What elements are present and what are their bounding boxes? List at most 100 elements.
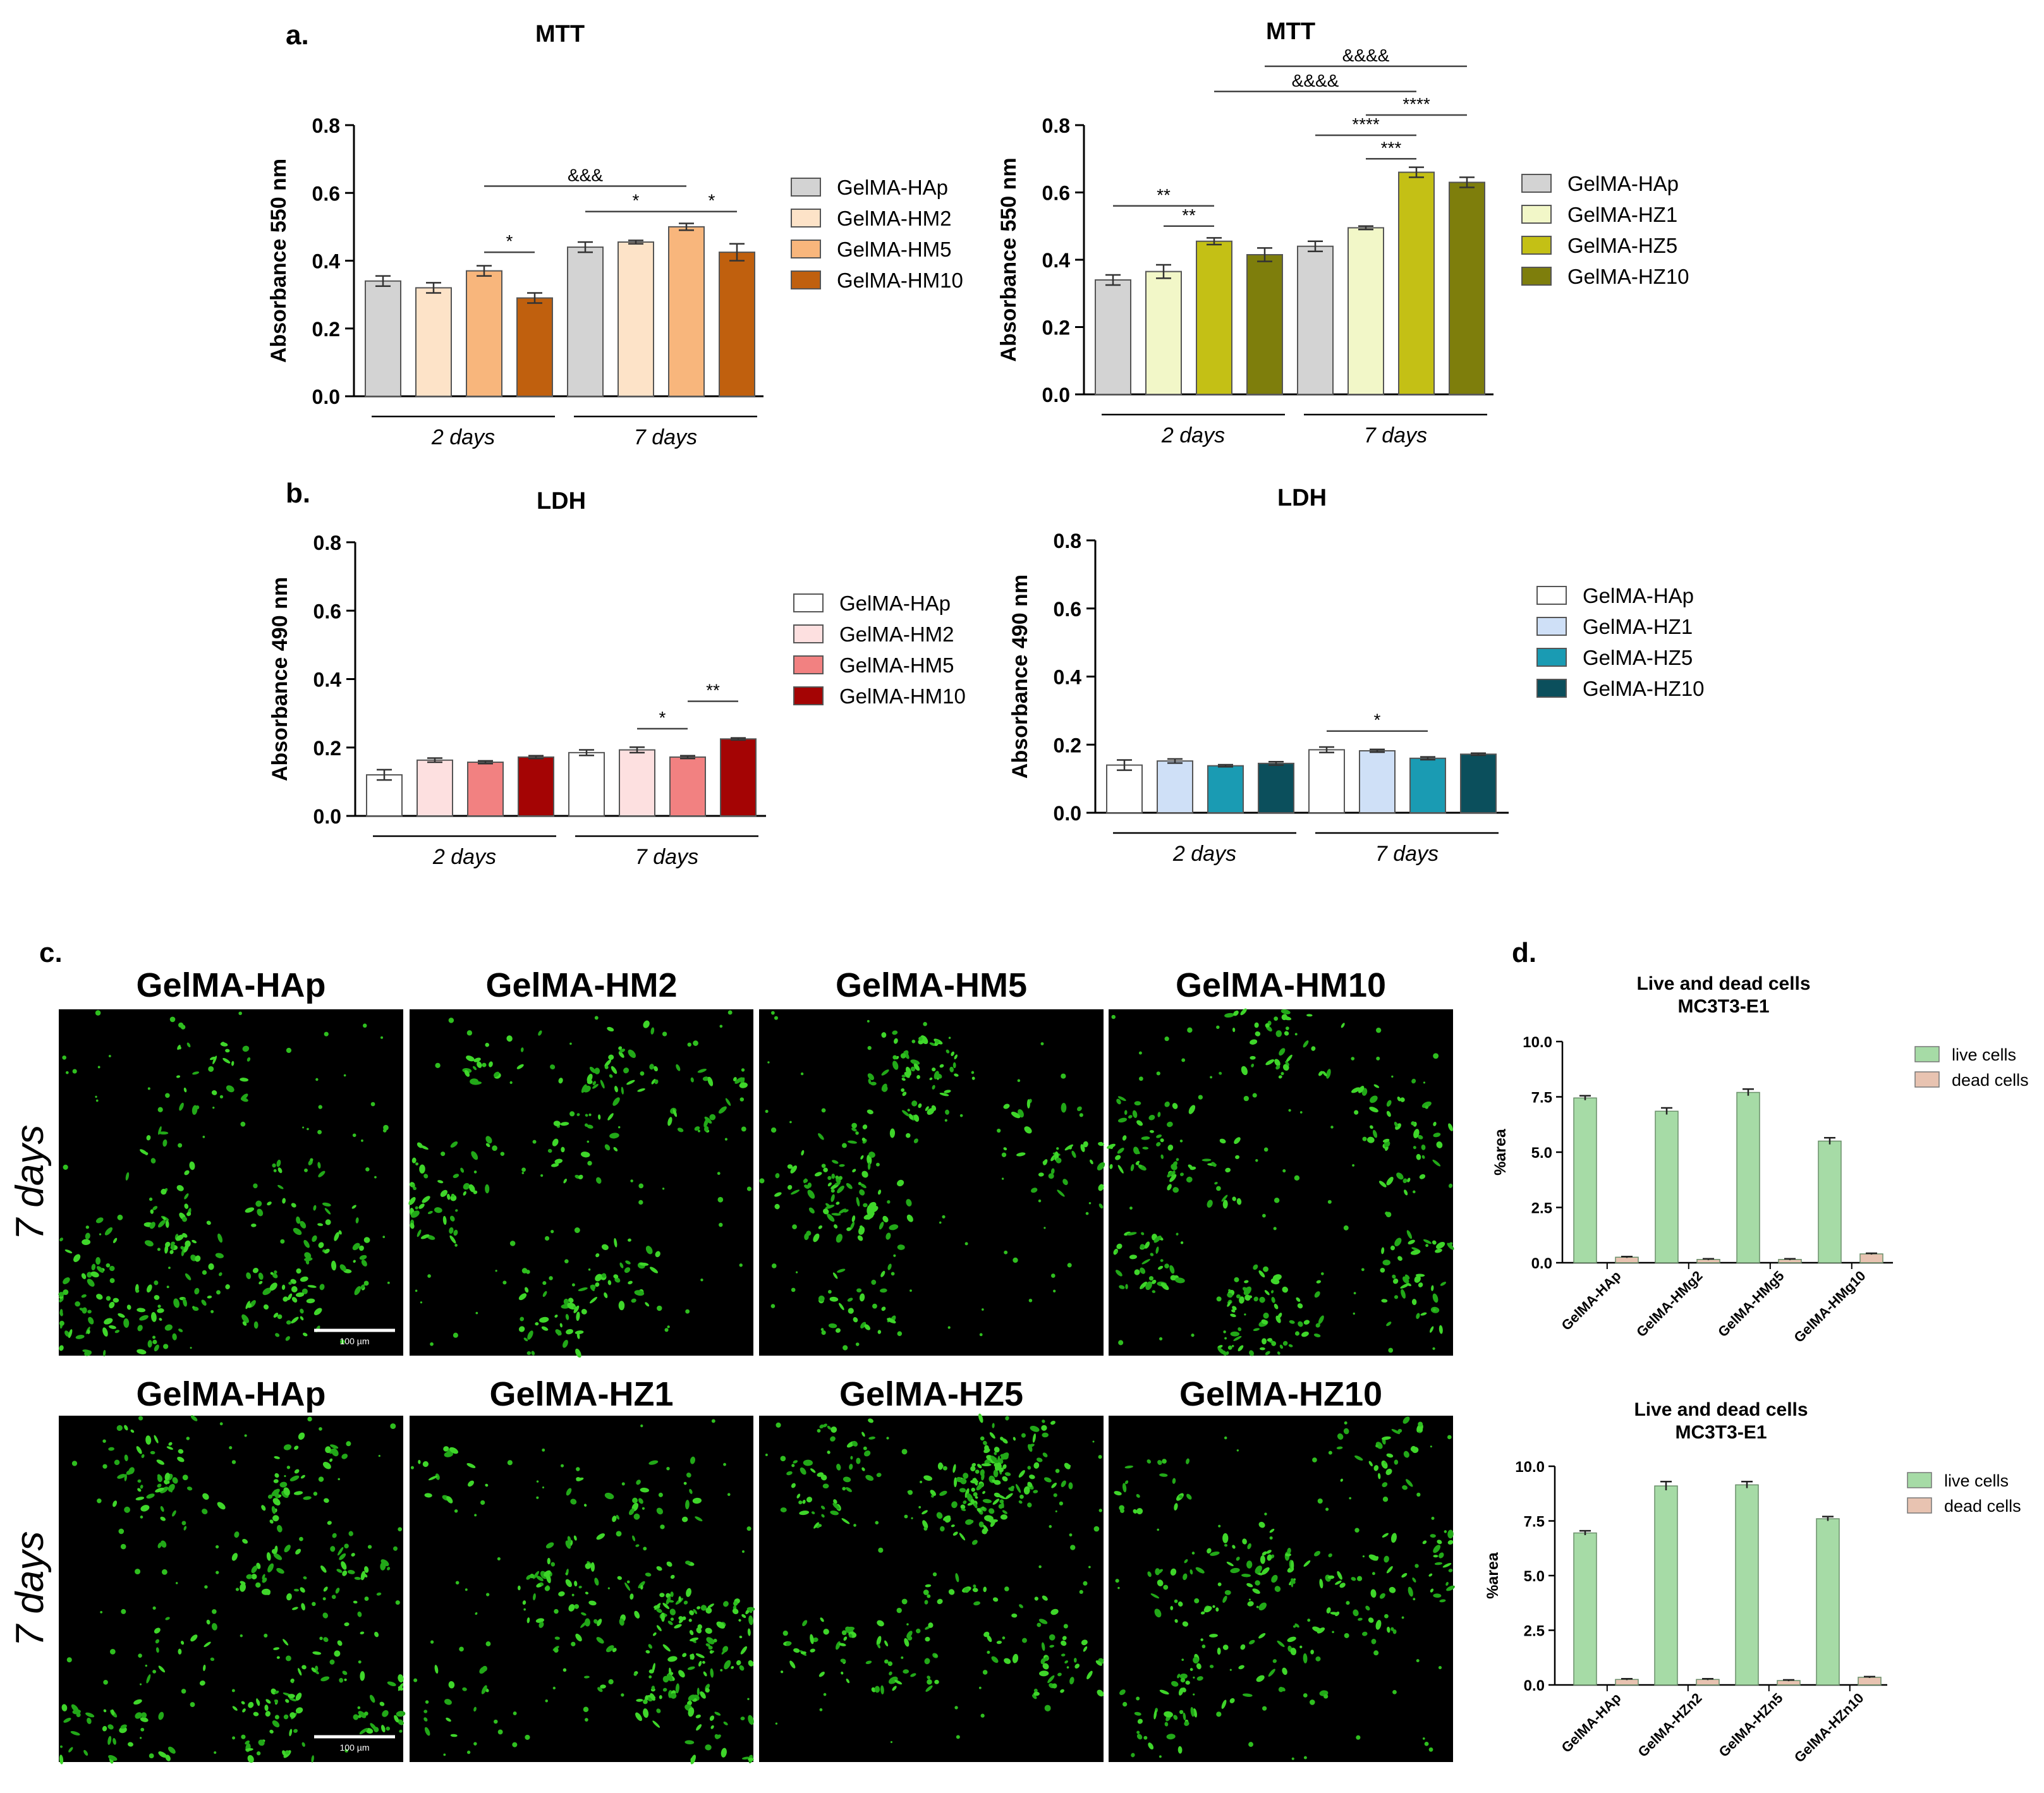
cell-mark bbox=[1248, 1639, 1255, 1644]
cell-mark bbox=[1351, 1057, 1355, 1061]
cell-mark bbox=[793, 1460, 798, 1464]
cell-mark bbox=[152, 1206, 158, 1210]
cell-mark bbox=[901, 1449, 908, 1455]
cell-mark bbox=[154, 1435, 159, 1444]
cell-mark bbox=[257, 1208, 264, 1217]
cell-mark bbox=[358, 1660, 362, 1664]
cell-mark bbox=[1335, 1611, 1340, 1617]
cell-mark bbox=[294, 1491, 303, 1495]
cell-mark bbox=[1394, 1121, 1398, 1127]
cell-mark bbox=[176, 1185, 184, 1191]
cell-mark bbox=[324, 1208, 331, 1215]
cell-mark bbox=[82, 1307, 87, 1314]
cell-mark bbox=[1117, 1148, 1124, 1154]
cell-mark bbox=[453, 1229, 458, 1236]
cell-mark bbox=[1157, 1112, 1161, 1117]
cell-mark bbox=[424, 1493, 432, 1498]
cell-mark bbox=[1115, 1155, 1121, 1160]
cell-mark bbox=[394, 1715, 399, 1723]
bar bbox=[516, 297, 553, 397]
cell-mark bbox=[1218, 1524, 1221, 1528]
cell-mark bbox=[169, 1249, 174, 1255]
cell-mark bbox=[922, 1520, 928, 1529]
cell-mark bbox=[1069, 1533, 1073, 1537]
cell-mark bbox=[821, 1164, 826, 1168]
cell-mark bbox=[670, 1693, 677, 1699]
cell-mark bbox=[1236, 1294, 1241, 1299]
cell-mark bbox=[176, 1075, 181, 1078]
cell-mark bbox=[948, 1589, 955, 1595]
cell-mark bbox=[672, 1109, 678, 1117]
bar bbox=[365, 280, 401, 397]
cell-mark bbox=[887, 1263, 892, 1270]
cell-mark bbox=[1130, 1164, 1135, 1172]
cell-mark bbox=[1098, 1509, 1102, 1512]
cell-mark bbox=[667, 1117, 672, 1126]
cell-mark bbox=[583, 1504, 587, 1507]
cell-mark bbox=[184, 1203, 189, 1209]
cell-mark bbox=[427, 1211, 433, 1215]
cell-mark bbox=[533, 1593, 536, 1601]
cell-mark bbox=[59, 1237, 63, 1242]
cell-mark bbox=[901, 1656, 904, 1659]
cell-mark bbox=[521, 1172, 525, 1174]
cell-mark bbox=[410, 1222, 415, 1229]
bar bbox=[1858, 1677, 1882, 1686]
cell-mark bbox=[322, 1202, 331, 1206]
cell-mark bbox=[283, 1296, 288, 1302]
y-tick-label: 0.4 bbox=[1054, 666, 1082, 689]
cell-mark bbox=[823, 1629, 829, 1635]
cell-mark bbox=[592, 1081, 597, 1086]
cell-mark bbox=[827, 1176, 832, 1181]
cell-mark bbox=[1221, 1194, 1228, 1202]
cell-mark bbox=[685, 1309, 690, 1314]
cell-mark bbox=[1041, 1425, 1047, 1431]
cell-mark bbox=[482, 1062, 487, 1067]
cell-mark bbox=[1269, 1528, 1275, 1533]
cell-mark bbox=[654, 1066, 659, 1072]
group-label: 2 days bbox=[432, 845, 496, 869]
cell-mark bbox=[320, 1565, 327, 1573]
cell-mark bbox=[787, 1164, 793, 1169]
significance-label: &&&& bbox=[1342, 46, 1390, 65]
cell-mark bbox=[1291, 1757, 1294, 1760]
cell-mark bbox=[238, 1011, 242, 1016]
cell-mark bbox=[271, 1505, 276, 1514]
cell-mark bbox=[217, 1502, 226, 1510]
cell-mark bbox=[1170, 1568, 1177, 1576]
cell-mark bbox=[497, 1557, 501, 1560]
cell-mark bbox=[240, 1078, 249, 1082]
cell-mark bbox=[1275, 1030, 1282, 1037]
y-tick-label: 10.0 bbox=[1515, 1459, 1545, 1476]
cell-mark bbox=[178, 1449, 184, 1454]
cell-mark bbox=[1119, 1285, 1125, 1289]
cell-mark bbox=[374, 1727, 379, 1732]
cell-mark bbox=[677, 1127, 684, 1133]
cell-mark bbox=[165, 1754, 171, 1761]
cell-mark bbox=[107, 1735, 112, 1745]
legend-label: GelMA-HAp bbox=[1567, 172, 1679, 195]
legend-label: GelMA-HM5 bbox=[839, 653, 954, 677]
cell-mark bbox=[365, 1167, 370, 1172]
cell-mark bbox=[1249, 1295, 1253, 1299]
cell-mark bbox=[602, 1273, 607, 1278]
legend-label: GelMA-HM2 bbox=[837, 207, 952, 230]
cell-mark bbox=[166, 1285, 169, 1289]
cell-mark bbox=[879, 1221, 884, 1230]
cell-mark bbox=[246, 1574, 253, 1579]
cell-mark bbox=[215, 1545, 219, 1549]
cell-mark bbox=[413, 1678, 418, 1682]
cell-mark bbox=[704, 1126, 709, 1132]
cell-mark bbox=[868, 1418, 873, 1423]
cell-mark bbox=[918, 1036, 923, 1041]
cell-mark bbox=[1050, 1608, 1059, 1615]
cell-mark bbox=[662, 1031, 667, 1036]
cell-mark bbox=[549, 1276, 553, 1280]
cell-mark bbox=[255, 1582, 261, 1588]
cell-mark bbox=[1022, 1638, 1027, 1643]
cell-mark bbox=[618, 1046, 623, 1050]
cell-mark bbox=[544, 1236, 550, 1241]
cell-mark bbox=[1068, 1482, 1073, 1490]
cell-mark bbox=[274, 1456, 280, 1459]
cell-mark bbox=[836, 1641, 841, 1650]
